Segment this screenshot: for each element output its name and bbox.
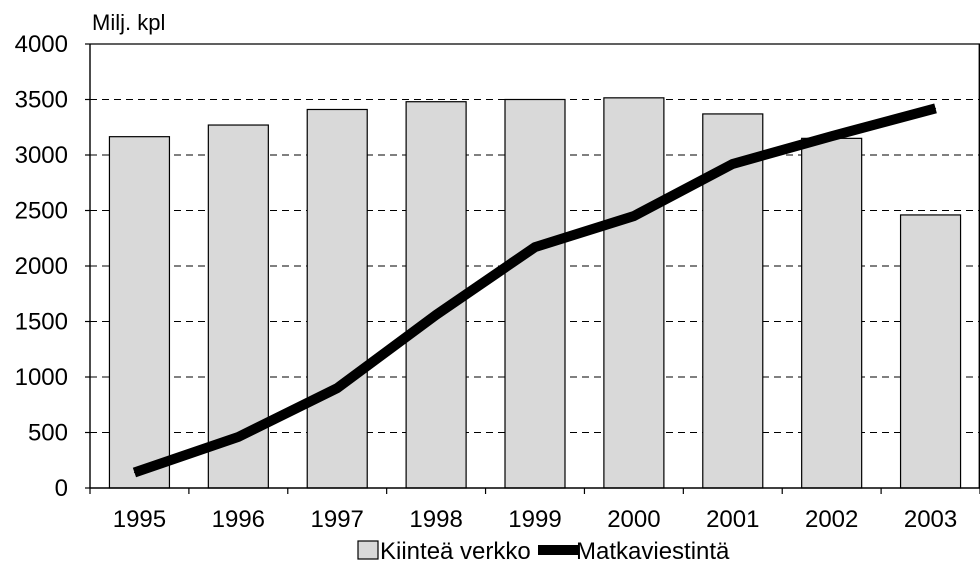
line-series: [132, 103, 937, 478]
point-matkaviestinta-1996: [237, 436, 239, 438]
y-tick-label-500: 500: [28, 420, 68, 447]
y-tick-label-0: 0: [55, 475, 68, 502]
bar-series: [108, 97, 962, 489]
point-matkaviestinta-1997: [336, 387, 338, 389]
y-tick-label-1500: 1500: [15, 309, 68, 336]
bar-kiintea-verkko-2003: [899, 214, 962, 489]
bar-kiintea-verkko-1995: [108, 136, 171, 489]
bar-kiintea-verkko-1997: [306, 108, 368, 489]
y-tick-labels: 0 500 1000 1500 2000 2500 3000 3500 4000: [15, 31, 68, 502]
x-tick-label-2000: 2000: [607, 506, 660, 533]
x-tick-label-1998: 1998: [409, 506, 462, 533]
bar-kiintea-verkko-2002: [801, 137, 863, 489]
axes: [85, 43, 980, 494]
legend-label-matkaviestinta: Matkaviestintä: [576, 538, 730, 565]
point-matkaviestinta-2001: [732, 163, 734, 165]
y-tick-label-4000: 4000: [15, 31, 68, 58]
y-tick-label-3000: 3000: [15, 142, 68, 169]
x-tick-label-1997: 1997: [311, 506, 364, 533]
point-matkaviestinta-2000: [633, 215, 635, 217]
y-axis-unit-label: Milj. kpl: [92, 10, 165, 35]
point-matkaviestinta-1995: [133, 471, 135, 473]
x-tick-label-1996: 1996: [212, 506, 265, 533]
point-matkaviestinta-2002: [831, 135, 833, 137]
y-tick-label-2000: 2000: [15, 253, 68, 280]
legend-label-kiintea-verkko: Kiinteä verkko: [380, 538, 531, 565]
x-tick-labels: 1995 1996 1997 1998 1999 2000 2001 2002 2003: [113, 506, 958, 533]
bar-kiintea-verkko-2000: [603, 97, 665, 489]
point-matkaviestinta-2003: [935, 107, 937, 109]
x-tick-label-2002: 2002: [805, 506, 858, 533]
point-matkaviestinta-1998: [435, 314, 437, 316]
point-matkaviestinta-1999: [534, 246, 536, 248]
x-tick-label-1995: 1995: [113, 506, 166, 533]
y-tick-label-1000: 1000: [15, 364, 68, 391]
x-tick-label-2003: 2003: [904, 506, 957, 533]
bar-kiintea-verkko-1999: [504, 98, 566, 489]
legend-swatch-kiintea-verkko: [357, 540, 379, 560]
y-tick-label-2500: 2500: [15, 198, 68, 225]
x-tick-label-2001: 2001: [706, 506, 759, 533]
legend-swatch-matkaviestinta: [538, 545, 578, 555]
legend: Kiinteä verkko Matkaviestintä: [357, 538, 730, 565]
x-tick-label-1999: 1999: [508, 506, 561, 533]
y-tick-label-3500: 3500: [15, 87, 68, 114]
